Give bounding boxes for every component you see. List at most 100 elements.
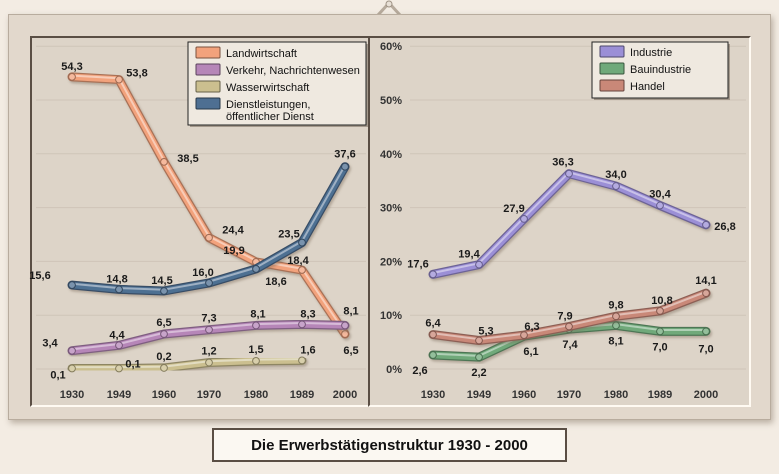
right-series-2-point bbox=[656, 327, 664, 336]
right-series-3-data-label: 10,8 bbox=[651, 295, 672, 307]
right-series-3-point bbox=[565, 322, 573, 331]
left-series-2-data-label: 4,4 bbox=[109, 329, 125, 341]
left-series-3-point bbox=[205, 358, 213, 367]
right-series-2-data-label: 6,1 bbox=[523, 346, 538, 358]
legend-label: Verkehr, Nachrichtenwesen bbox=[226, 65, 360, 77]
left-series-1-data-label: 18,4 bbox=[287, 255, 309, 267]
left-series-1-data-label: 54,3 bbox=[61, 61, 82, 73]
right-series-1-point bbox=[520, 214, 528, 223]
left-series-3-point bbox=[68, 364, 76, 373]
left-series-2-point bbox=[252, 321, 260, 330]
left-series-1-data-label: 38,5 bbox=[177, 153, 198, 165]
left-series-3-data-label: 0,1 bbox=[125, 358, 140, 370]
right-series-3-data-label: 6,3 bbox=[524, 321, 539, 333]
left-series-2-point bbox=[205, 325, 213, 334]
left-series-1-data-label: 19,9 bbox=[223, 245, 244, 257]
left-series-3-data-label: 1,5 bbox=[248, 344, 263, 356]
left-series-3-data-label: 0,1 bbox=[50, 369, 65, 381]
left-series-2-data-label: 8,1 bbox=[250, 308, 265, 320]
left-series-4-point bbox=[252, 265, 260, 273]
right-series-2-data-label: 7,4 bbox=[562, 339, 578, 351]
right-series-1-point bbox=[612, 182, 620, 190]
left-series-2-data-label: 3,4 bbox=[42, 338, 58, 350]
right-series-1-data-label: 27,9 bbox=[503, 203, 524, 215]
legend-swatch bbox=[599, 62, 625, 75]
right-series-1-point bbox=[702, 220, 710, 229]
right-series-2-point bbox=[612, 321, 620, 330]
right-series-3-data-label: 14,1 bbox=[695, 275, 716, 287]
right-series-2-data-label: 7,0 bbox=[652, 341, 667, 353]
right-series-3-data-label: 6,4 bbox=[425, 318, 441, 330]
legend-label: Dienstleistungen, bbox=[226, 99, 310, 111]
y-tick-label: 40% bbox=[380, 149, 402, 161]
left-series-4-data-label: 37,6 bbox=[334, 149, 355, 161]
left-series-3-point bbox=[160, 364, 168, 372]
legend-swatch bbox=[599, 45, 625, 58]
left-series-4-data-label: 18,6 bbox=[265, 276, 286, 288]
y-tick-label: 0% bbox=[386, 364, 402, 376]
left-series-3-data-label: 1,6 bbox=[300, 344, 315, 356]
x-tick-label: 1930 bbox=[60, 389, 84, 401]
right-series-3-point bbox=[702, 289, 710, 298]
x-tick-label: 1960 bbox=[512, 389, 536, 401]
right-series-1-data-label: 17,6 bbox=[407, 258, 428, 270]
legend-swatch bbox=[599, 79, 625, 92]
right-series-1-point bbox=[429, 270, 437, 279]
right-series-1-point bbox=[475, 260, 483, 269]
left-series-4-point bbox=[68, 281, 76, 289]
y-tick-label: 10% bbox=[380, 310, 402, 322]
x-tick-label: 1989 bbox=[290, 389, 314, 401]
left-series-1-data-label: 53,8 bbox=[126, 68, 147, 80]
x-tick-label: 1980 bbox=[244, 389, 268, 401]
left-series-3-line-body bbox=[68, 357, 306, 372]
left-series-1-point bbox=[341, 330, 349, 338]
x-tick-label: 1949 bbox=[467, 389, 491, 401]
left-series-3-data-label: 0,2 bbox=[156, 351, 171, 363]
right-series-3-point bbox=[612, 312, 620, 321]
left-series-2-point bbox=[68, 346, 76, 355]
y-tick-label: 60% bbox=[380, 41, 402, 53]
legend-label: Bauindustrie bbox=[630, 64, 691, 76]
y-tick-label: 30% bbox=[380, 203, 402, 215]
right-series-2-point bbox=[429, 351, 437, 359]
legend-label-line2: öffentlicher Dienst bbox=[226, 111, 314, 123]
right-series-1-data-label: 19,4 bbox=[458, 249, 480, 261]
legend-label: Industrie bbox=[630, 47, 672, 59]
left-series-2-point bbox=[115, 341, 123, 350]
right-series-3-data-label: 9,8 bbox=[608, 299, 623, 311]
left-series-2-point bbox=[298, 320, 306, 329]
x-tick-label: 1970 bbox=[557, 389, 581, 401]
left-series-3-line bbox=[67, 355, 307, 373]
right-series-2-data-label: 7,0 bbox=[698, 343, 713, 355]
left-series-1-point bbox=[68, 72, 76, 81]
left-series-2-point bbox=[341, 321, 349, 330]
left-series-4-data-label: 14,5 bbox=[151, 275, 172, 287]
right-series-1-data-label: 30,4 bbox=[649, 188, 671, 200]
x-tick-label: 1989 bbox=[648, 389, 672, 401]
right-series-2-point bbox=[475, 353, 483, 362]
left-series-3-point bbox=[252, 357, 260, 365]
left-series-3-data-label: 1,2 bbox=[201, 346, 216, 358]
right-series-3-point bbox=[520, 331, 528, 340]
left-series-2-data-label: 6,5 bbox=[156, 317, 171, 329]
right-gridlines bbox=[410, 45, 746, 370]
left-series-2-data-label: 8,3 bbox=[300, 308, 315, 320]
left-series-4-point bbox=[115, 285, 123, 294]
x-tick-label: 1930 bbox=[421, 389, 445, 401]
right-series-2-data-label: 2,6 bbox=[412, 365, 427, 377]
right-series-3-data-label: 7,9 bbox=[557, 310, 572, 322]
left-series-3-point bbox=[115, 364, 123, 373]
y-tick-label: 20% bbox=[380, 256, 402, 268]
right-series-2-data-label: 2,2 bbox=[471, 367, 486, 379]
right-series-3-point bbox=[656, 306, 664, 315]
legend-swatch bbox=[195, 80, 221, 93]
left-series-4-point bbox=[341, 162, 349, 171]
right-series-3-point bbox=[429, 330, 437, 339]
x-tick-label: 1960 bbox=[152, 389, 176, 401]
right-series-3-data-label: 5,3 bbox=[478, 325, 493, 337]
left-series-4-data-label: 15,6 bbox=[29, 270, 50, 282]
left-series-3-point bbox=[298, 356, 306, 365]
legend-label: Handel bbox=[630, 81, 665, 93]
x-tick-label: 1949 bbox=[107, 389, 131, 401]
right-series-1-point bbox=[656, 201, 664, 210]
